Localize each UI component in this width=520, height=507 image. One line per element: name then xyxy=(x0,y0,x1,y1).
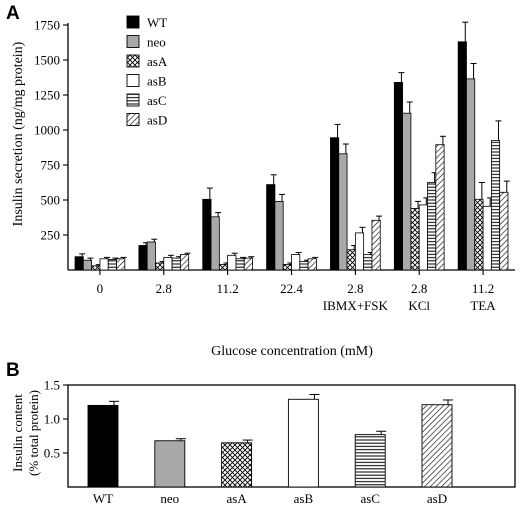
a-y-tick-label: 250 xyxy=(41,228,61,243)
legend-swatch-WT xyxy=(126,15,140,29)
a-bar-asD xyxy=(371,219,381,271)
a-bar-asB xyxy=(291,254,301,271)
b-x-tick-label-asC: asC xyxy=(360,491,380,506)
b-x-tick-label-asD: asD xyxy=(427,491,447,506)
a-x-tick-sublabel: TEA xyxy=(470,298,496,313)
a-bar-asA xyxy=(91,265,101,271)
a-bar-neo xyxy=(466,78,476,271)
a-bar-asB xyxy=(163,256,173,271)
legend-swatch-asD xyxy=(126,113,140,126)
b-x-tick-label-asB: asB xyxy=(294,491,314,506)
a-y-tick-label: 500 xyxy=(41,193,61,208)
a-y-tick-label: 1750 xyxy=(34,18,60,33)
a-bar-WT xyxy=(202,198,212,271)
a-bar-asA xyxy=(218,263,229,271)
a-x-tick-label: 2.8 xyxy=(156,281,172,296)
a-bar-asC xyxy=(299,261,309,271)
a-bar-asD xyxy=(435,144,445,271)
a-bar-asB xyxy=(482,205,492,271)
a-x-tick-label: 22.4 xyxy=(280,281,303,296)
legend-swatch-neo xyxy=(126,35,140,48)
legend-label-asC: asC xyxy=(147,93,167,108)
legend-swatch-asA xyxy=(126,54,140,68)
legend-label-asB: asB xyxy=(147,74,167,89)
a-x-tick-sublabel: IBMX+FSK xyxy=(323,298,389,313)
a-bar-asA xyxy=(346,249,356,271)
panel-a-bars xyxy=(74,21,510,271)
b-y-tick-label: 1.0 xyxy=(44,412,60,427)
a-bar-neo xyxy=(210,216,220,271)
a-bar-asD xyxy=(243,257,253,271)
b-bar-asC xyxy=(354,434,386,488)
a-y-tick-label: 1500 xyxy=(34,53,60,68)
a-bar-asB xyxy=(99,258,109,271)
a-bar-asC xyxy=(235,258,245,271)
panel-b-axes: 0.5 1.0 1.5 WT neo asA asB asC asD xyxy=(44,378,516,506)
a-bar-asA xyxy=(410,207,420,271)
a-bar-asC xyxy=(363,254,373,271)
a-bar-asA xyxy=(155,262,165,271)
a-bar-WT xyxy=(393,82,404,271)
b-x-tick-label-asA: asA xyxy=(226,491,247,506)
legend-swatch-asC xyxy=(126,93,140,107)
a-bar-asC xyxy=(490,140,501,271)
a-x-tick-label: 11.2 xyxy=(472,281,494,296)
legend-label-asA: asA xyxy=(147,54,168,69)
a-bar-asD xyxy=(116,258,126,271)
a-bar-asA xyxy=(282,263,292,271)
a-bar-asB xyxy=(354,232,365,271)
a-bar-neo xyxy=(338,153,348,271)
a-bar-asC xyxy=(427,182,437,271)
panel-a-label: A xyxy=(6,3,20,24)
panel-b-bars xyxy=(87,394,453,488)
a-y-tick-label: 750 xyxy=(41,158,61,173)
a-bar-asC xyxy=(107,259,117,271)
b-bar-WT xyxy=(87,404,119,488)
a-bar-asD xyxy=(499,191,509,271)
panel-a-x-axis-label: Glucose concentration (mM) xyxy=(211,344,373,359)
legend-label-asD: asD xyxy=(147,113,167,128)
a-bar-WT xyxy=(266,184,276,271)
panel-a-y-axis-label: Insulin secretion (ng/mg protein) xyxy=(11,41,26,226)
b-y-tick-label: 1.5 xyxy=(44,378,60,393)
a-x-tick-label: 11.2 xyxy=(217,281,239,296)
b-bar-asB xyxy=(287,398,319,488)
a-bar-asC xyxy=(171,257,181,271)
b-y-tick-label: 0.5 xyxy=(44,446,60,461)
a-x-tick-label: 2.8 xyxy=(411,281,427,296)
a-y-tick-label: 1000 xyxy=(34,123,60,138)
a-bar-WT xyxy=(457,41,467,271)
a-x-tick-label: 2.8 xyxy=(347,281,363,296)
a-x-tick-sublabel: KCl xyxy=(408,298,430,313)
b-bar-asD xyxy=(421,404,453,488)
b-x-tick-label-WT: WT xyxy=(93,491,113,506)
a-bar-asB xyxy=(227,254,237,271)
panel-b-y-axis-label-line1: Insulin content xyxy=(10,394,25,472)
a-bar-asB xyxy=(418,204,428,271)
b-x-tick-label-neo: neo xyxy=(160,491,179,506)
a-bar-asD xyxy=(307,258,317,271)
b-bar-asA xyxy=(221,442,253,488)
a-bar-WT xyxy=(74,256,84,271)
panel-a-axes: 250 500 750 1000 1250 1500 1750 0 2.8 11.2 22.4 2.8… xyxy=(34,18,515,313)
legend-swatch-asB xyxy=(126,74,140,87)
a-x-tick-label: 0 xyxy=(97,281,104,296)
panel-b-y-axis-label-line2: (% total protein) xyxy=(26,390,41,476)
panel-a-legend: WT neo asA asB asC asD xyxy=(126,15,168,128)
a-bar-WT xyxy=(138,245,148,271)
a-bar-WT xyxy=(330,137,340,271)
a-bar-neo xyxy=(402,112,412,271)
a-bar-neo xyxy=(146,241,156,271)
a-bar-asD xyxy=(179,254,190,271)
b-bar-neo xyxy=(154,440,186,488)
legend-label-neo: neo xyxy=(147,35,166,50)
a-bar-neo xyxy=(82,259,93,271)
a-bar-neo xyxy=(274,200,284,271)
a-y-tick-label: 1250 xyxy=(34,88,60,103)
a-bar-asA xyxy=(474,198,484,271)
legend-label-WT: WT xyxy=(147,15,167,30)
panel-b-label: B xyxy=(6,360,20,381)
